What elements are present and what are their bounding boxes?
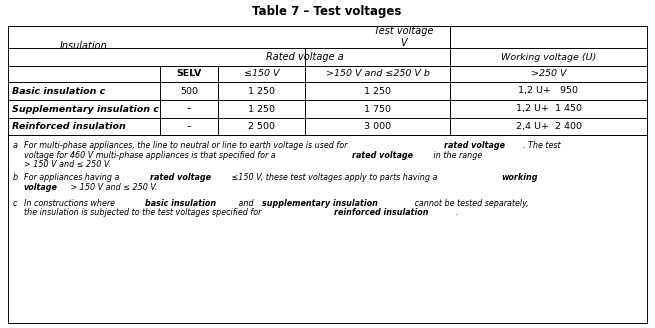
Text: rated voltage: rated voltage xyxy=(445,141,506,150)
Text: 500: 500 xyxy=(180,87,198,95)
Bar xyxy=(8,135,647,323)
Text: Basic insulation c: Basic insulation c xyxy=(12,87,105,95)
Text: Working voltage (U): Working voltage (U) xyxy=(501,52,596,62)
Text: 1 750: 1 750 xyxy=(364,105,391,113)
Text: and: and xyxy=(236,198,257,208)
Text: SELV: SELV xyxy=(176,70,202,78)
Text: c: c xyxy=(13,198,18,208)
Text: For appliances having a: For appliances having a xyxy=(24,174,122,182)
Text: rated voltage: rated voltage xyxy=(352,151,413,159)
Text: > 150 V and ≤ 250 V.: > 150 V and ≤ 250 V. xyxy=(67,183,157,192)
Text: 2 500: 2 500 xyxy=(248,122,275,131)
Text: reinforced insulation: reinforced insulation xyxy=(333,208,428,217)
Text: Rated voltage a: Rated voltage a xyxy=(266,52,344,62)
Text: Test voltage
V: Test voltage V xyxy=(374,26,433,48)
Text: Reinforced insulation: Reinforced insulation xyxy=(12,122,126,131)
Text: >250 V: >250 V xyxy=(531,70,567,78)
Text: in the range: in the range xyxy=(430,151,482,159)
Text: ≤150 V: ≤150 V xyxy=(244,70,279,78)
Text: –: – xyxy=(187,105,191,113)
Text: > 150 V and ≤ 250 V.: > 150 V and ≤ 250 V. xyxy=(24,160,111,169)
Text: 1,2 U+   950: 1,2 U+ 950 xyxy=(519,87,578,95)
Text: basic insulation: basic insulation xyxy=(145,198,215,208)
Text: voltage: voltage xyxy=(24,183,58,192)
Text: the insulation is subjected to the test voltages specified for: the insulation is subjected to the test … xyxy=(24,208,264,217)
Text: –: – xyxy=(187,122,191,131)
Text: b: b xyxy=(13,174,18,182)
Text: 2,4 U+  2 400: 2,4 U+ 2 400 xyxy=(515,122,582,131)
Text: 3 000: 3 000 xyxy=(364,122,391,131)
Text: Table 7 – Test voltages: Table 7 – Test voltages xyxy=(252,6,402,18)
Text: 1 250: 1 250 xyxy=(364,87,391,95)
Text: 1,2 U+  1 450: 1,2 U+ 1 450 xyxy=(515,105,582,113)
Text: 1 250: 1 250 xyxy=(248,105,275,113)
Text: For multi-phase appliances, the line to neutral or line to earth voltage is used: For multi-phase appliances, the line to … xyxy=(24,141,350,150)
Text: rated voltage: rated voltage xyxy=(150,174,212,182)
Text: >150 V and ≤250 V b: >150 V and ≤250 V b xyxy=(326,70,430,78)
Text: 1 250: 1 250 xyxy=(248,87,275,95)
Text: voltage for 460 V multi-phase appliances is that specified for a: voltage for 460 V multi-phase appliances… xyxy=(24,151,278,159)
Text: In constructions where: In constructions where xyxy=(24,198,117,208)
Text: .: . xyxy=(455,208,458,217)
Text: Supplementary insulation c: Supplementary insulation c xyxy=(12,105,159,113)
Text: . The test: . The test xyxy=(523,141,561,150)
Text: Insulation: Insulation xyxy=(60,41,108,51)
Text: ≤150 V, these test voltages apply to parts having a: ≤150 V, these test voltages apply to par… xyxy=(229,174,440,182)
Text: a: a xyxy=(13,141,18,150)
Text: working: working xyxy=(501,174,538,182)
Text: supplementary insulation: supplementary insulation xyxy=(263,198,378,208)
Text: cannot be tested separately,: cannot be tested separately, xyxy=(412,198,529,208)
